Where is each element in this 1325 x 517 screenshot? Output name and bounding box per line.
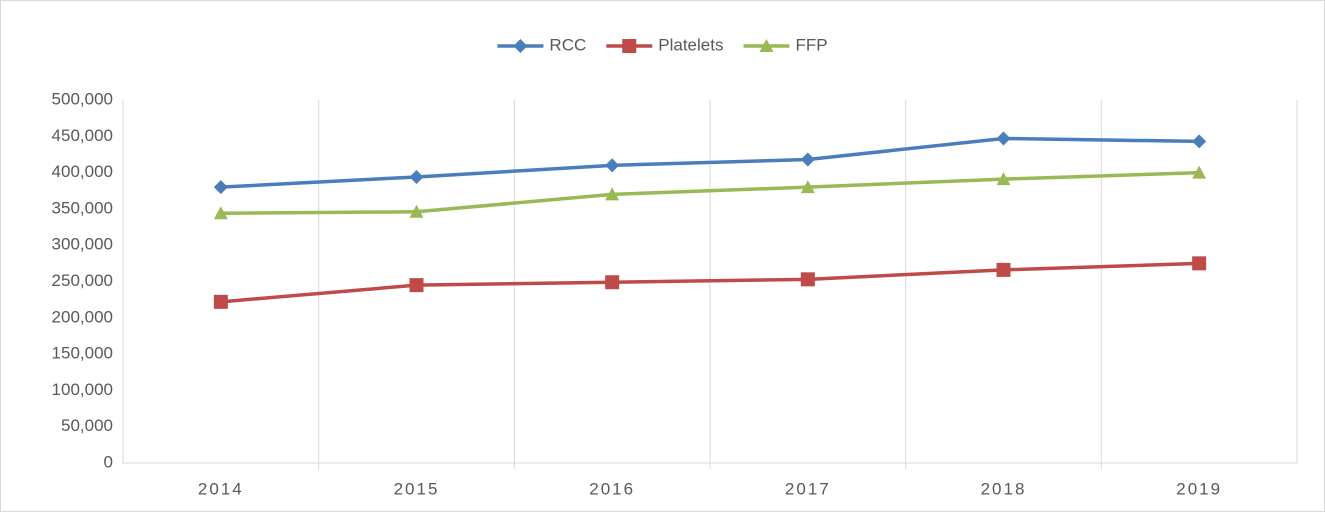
x-tick-label: 2016 (589, 479, 635, 498)
series-line (220, 261, 1200, 304)
data-point (409, 169, 424, 184)
y-tick-label: 500,000 (52, 89, 113, 108)
y-tick-label: 350,000 (52, 198, 113, 217)
data-point (996, 262, 1011, 277)
y-tick-label: 450,000 (52, 126, 113, 145)
y-tick-label: 250,000 (52, 271, 113, 290)
y-tick-label: 100,000 (52, 380, 113, 399)
data-point (409, 204, 424, 218)
y-tick-label: 200,000 (52, 307, 113, 326)
legend-label: RCC (549, 35, 586, 54)
data-point (1192, 256, 1207, 271)
legend-marker (622, 39, 637, 53)
data-point (800, 272, 815, 287)
data-point (605, 158, 620, 173)
series-line (220, 136, 1200, 189)
y-tick-label: 0 (104, 452, 113, 471)
data-point (409, 278, 424, 293)
y-tick-label: 150,000 (52, 344, 113, 363)
x-tick-label: 2014 (198, 479, 244, 498)
y-tick-label: 50,000 (61, 416, 113, 435)
data-point (800, 152, 815, 167)
x-tick-label: 2019 (1176, 479, 1222, 498)
data-point (213, 294, 228, 309)
y-tick-label: 400,000 (52, 162, 113, 181)
data-point (1192, 134, 1207, 149)
x-tick-label: 2018 (981, 479, 1027, 498)
data-point (996, 131, 1011, 146)
data-point (605, 275, 620, 290)
data-point (800, 180, 815, 194)
data-point (605, 187, 620, 201)
legend-marker (513, 39, 528, 53)
data-point (213, 180, 228, 195)
legend-marker (759, 39, 774, 52)
y-tick-label: 300,000 (52, 235, 113, 254)
legend-label: FFP (795, 35, 827, 54)
x-tick-label: 2017 (785, 479, 831, 498)
x-tick-label: 2015 (394, 479, 440, 498)
legend-label: Platelets (658, 35, 723, 54)
data-point (1192, 165, 1207, 179)
series-line (220, 170, 1200, 216)
data-point (213, 206, 228, 220)
data-point (996, 172, 1011, 186)
